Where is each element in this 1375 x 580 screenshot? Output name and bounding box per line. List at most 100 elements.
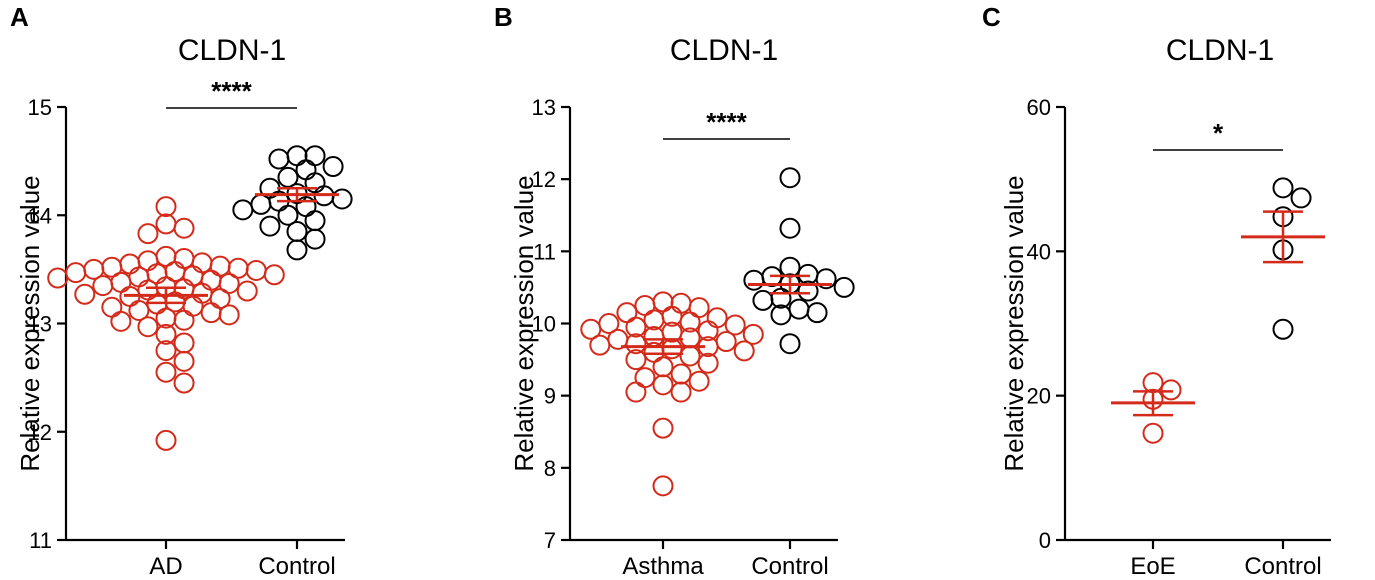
data-point-control	[304, 145, 326, 167]
data-point-control	[304, 228, 326, 250]
data-point-ad	[191, 252, 213, 274]
data-point-control	[286, 145, 308, 167]
data-point-ad	[110, 310, 132, 332]
data-point-ad	[155, 340, 177, 362]
data-point-asthma	[625, 316, 647, 338]
y-tick-label: 11	[533, 239, 556, 264]
data-point-asthma	[670, 381, 692, 403]
data-point-ad	[47, 267, 69, 289]
significance-marker: *	[1213, 118, 1224, 148]
data-point-asthma	[652, 291, 674, 313]
data-point-asthma	[616, 302, 638, 324]
data-point-control	[304, 210, 326, 232]
data-point-control	[833, 276, 855, 298]
panel-c: C CLDN-1 Relative expression value 0 20 40 60 E…	[982, 2, 1331, 580]
data-point-control	[322, 156, 344, 178]
data-point-ad	[182, 265, 204, 287]
y-tick-label: 8	[544, 456, 556, 481]
x-category-label: Control	[751, 553, 828, 580]
chart-title: CLDN-1	[670, 34, 778, 67]
data-point-ad	[236, 280, 258, 302]
data-point-control	[743, 269, 765, 291]
data-point-asthma	[652, 374, 674, 396]
y-axis-label: Relative expression value	[509, 175, 539, 471]
data-point-control	[232, 199, 254, 221]
data-point-ad	[137, 223, 159, 245]
data-point-asthma	[634, 367, 656, 389]
data-point-control	[286, 220, 308, 242]
data-point-control	[788, 298, 810, 320]
data-point-ad	[173, 309, 195, 331]
y-tick-label: 0	[1039, 528, 1051, 553]
data-point-asthma	[652, 356, 674, 378]
data-point-ad	[92, 275, 114, 297]
y-tick-label: 9	[544, 384, 556, 409]
data-point-ad	[155, 361, 177, 383]
data-point-ad	[65, 262, 87, 284]
data-point-ad	[263, 264, 285, 286]
data-point-asthma	[670, 363, 692, 385]
data-point-asthma	[643, 309, 665, 331]
data-point-asthma	[688, 370, 710, 392]
data-point-asthma	[634, 294, 656, 316]
data-point-ad	[200, 302, 222, 324]
data-point-control	[779, 333, 801, 355]
y-tick-label: 7	[544, 528, 556, 553]
y-tick-label: 40	[1027, 239, 1051, 264]
data-point-ad	[209, 255, 231, 277]
data-point-ad	[128, 266, 150, 288]
data-point-asthma	[697, 320, 719, 342]
data-point-control	[268, 148, 290, 170]
data-point-asthma	[688, 297, 710, 319]
data-point-ad	[74, 283, 96, 305]
data-point-ad	[137, 316, 159, 338]
y-tick-label: 13	[532, 95, 556, 120]
data-point-asthma	[724, 314, 746, 336]
panel-letter: B	[494, 2, 513, 32]
x-category-label: Control	[1244, 553, 1321, 580]
data-point-asthma	[652, 475, 674, 497]
data-point-control	[770, 304, 792, 326]
x-category-label: Control	[258, 553, 335, 580]
data-point-ad	[155, 196, 177, 218]
data-point-asthma	[697, 352, 719, 374]
y-tick-label: 12	[532, 167, 556, 192]
data-point-ad	[101, 296, 123, 318]
data-point-ad	[155, 429, 177, 451]
data-point-control	[295, 159, 317, 181]
data-point-control	[779, 167, 801, 189]
data-point-asthma	[589, 334, 611, 356]
x-category-label: EoE	[1130, 553, 1175, 580]
data-point-ad	[173, 332, 195, 354]
data-point-asthma	[670, 292, 692, 314]
data-point-ad	[200, 269, 222, 291]
data-point-ad	[218, 272, 240, 294]
chart-title: CLDN-1	[1166, 34, 1274, 67]
y-tick-label: 10	[532, 312, 556, 337]
data-point-ad	[173, 248, 195, 270]
data-point-control	[259, 215, 281, 237]
data-point-ad	[173, 372, 195, 394]
y-tick-label: 15	[28, 95, 52, 120]
data-point-control	[277, 166, 299, 188]
x-category-label: AD	[149, 553, 182, 580]
data-point-control	[779, 217, 801, 239]
y-tick-label: 12	[28, 420, 52, 445]
data-point-ad	[218, 304, 240, 326]
data-point-ad	[128, 300, 150, 322]
data-point-ad	[110, 271, 132, 293]
data-point-ad	[173, 217, 195, 239]
data-point-asthma	[733, 340, 755, 362]
data-point-asthma	[679, 345, 701, 367]
data-point-asthma	[580, 318, 602, 340]
data-point-ad	[191, 282, 213, 304]
data-point-ad	[245, 259, 267, 281]
significance-marker: ****	[706, 107, 747, 137]
data-point-asthma	[742, 323, 764, 345]
data-point-control	[806, 302, 828, 324]
data-point-asthma	[625, 381, 647, 403]
y-tick-label: 13	[28, 312, 52, 337]
panel-letter: A	[10, 2, 29, 32]
y-tick-label: 14	[28, 203, 52, 228]
